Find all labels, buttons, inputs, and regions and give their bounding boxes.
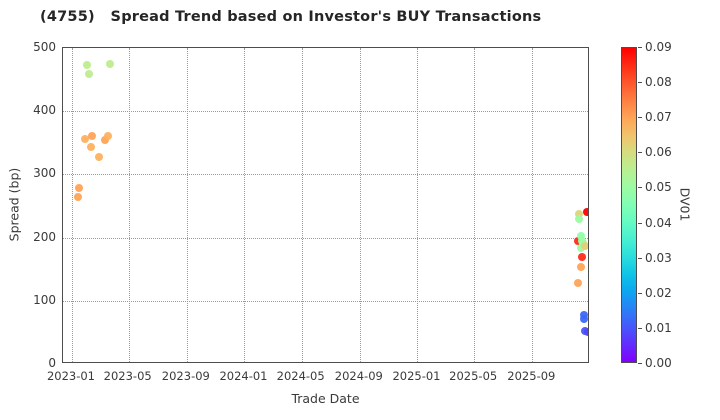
gridline-vertical (532, 48, 534, 362)
x-tick-label: 2025-01 (392, 369, 441, 383)
data-point (105, 59, 114, 68)
x-axis-label: Trade Date (291, 391, 360, 406)
data-point (74, 193, 83, 202)
colorbar-tick-label: 0.00 (645, 356, 672, 370)
x-tick-label: 2024-09 (334, 369, 383, 383)
colorbar-tick-label: 0.06 (645, 145, 672, 160)
x-tick-label: 2024-05 (276, 369, 325, 383)
y-tick-label: 500 (33, 40, 56, 54)
data-point (579, 315, 588, 324)
colorbar-tick-label: 0.08 (645, 75, 672, 90)
data-point (578, 252, 587, 261)
colorbar-tick-mark (638, 292, 642, 294)
data-point (576, 262, 585, 271)
colorbar-tick-mark (638, 47, 642, 48)
data-point (103, 131, 112, 140)
data-point (573, 279, 582, 288)
data-point (577, 243, 586, 252)
x-tick-label: 2023-01 (46, 369, 95, 383)
data-point (85, 69, 94, 78)
colorbar (621, 47, 637, 363)
x-tick-label: 2025-09 (507, 369, 556, 383)
data-point (574, 210, 583, 219)
data-point (581, 241, 588, 250)
colorbar-tick-mark (638, 222, 642, 224)
gridline-vertical (244, 48, 246, 362)
x-tick-label: 2024-01 (219, 369, 268, 383)
colorbar-label: DV01 (677, 187, 693, 222)
colorbar-tick-label: 0.05 (645, 180, 672, 195)
data-point (87, 132, 96, 141)
data-point (75, 183, 84, 192)
gridline-horizontal (63, 111, 588, 113)
colorbar-tick-mark (638, 363, 642, 364)
data-point (577, 231, 586, 240)
data-point (87, 143, 96, 152)
data-point (584, 328, 588, 337)
colorbar-tick-mark (638, 257, 642, 259)
data-point (95, 152, 104, 161)
gridline-horizontal (63, 237, 588, 239)
data-point (574, 214, 583, 223)
gridline-horizontal (63, 300, 588, 302)
y-tick-label: 100 (33, 292, 56, 307)
data-point (81, 135, 90, 143)
colorbar-tick-label: 0.02 (645, 285, 672, 300)
data-point (573, 237, 582, 246)
y-tick-label: 200 (33, 229, 56, 244)
colorbar-tick-mark (638, 152, 642, 154)
colorbar-tick-mark (638, 327, 642, 329)
x-tick-label: 2023-05 (103, 369, 152, 383)
chart-title: (4755) Spread Trend based on Investor's … (40, 9, 542, 25)
colorbar-tick-label: 0.07 (645, 110, 672, 125)
x-tick-label: 2023-09 (161, 369, 210, 383)
colorbar-tick-label: 0.04 (645, 215, 672, 230)
colorbar-tick-label: 0.03 (645, 250, 672, 265)
colorbar-tick-mark (638, 117, 642, 119)
gridline-vertical (417, 48, 419, 362)
gridline-vertical (359, 48, 361, 362)
gridline-vertical (474, 48, 476, 362)
x-tick-label: 2025-05 (449, 369, 498, 383)
y-tick-label: 400 (33, 103, 56, 118)
gridline-vertical (186, 48, 188, 362)
y-tick-label: 300 (33, 166, 56, 181)
plot-area (62, 47, 589, 363)
colorbar-tick-mark (638, 187, 642, 189)
gridline-vertical (128, 48, 130, 362)
gridline-horizontal (63, 174, 588, 176)
data-point (583, 208, 588, 217)
data-point (82, 61, 91, 70)
gridline-vertical (301, 48, 303, 362)
colorbar-tick-label: 0.09 (645, 40, 672, 54)
gridline-vertical (71, 48, 73, 362)
colorbar-tick-mark (638, 82, 642, 84)
colorbar-tick-label: 0.01 (645, 320, 672, 335)
y-tick-label: 0 (48, 356, 56, 370)
data-point (100, 136, 109, 145)
